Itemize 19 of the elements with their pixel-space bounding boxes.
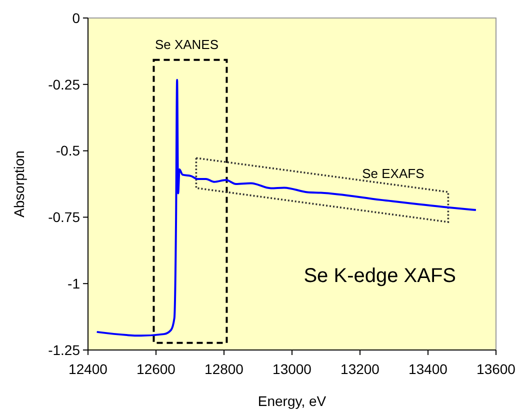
x-axis-title: Energy, eV (258, 393, 327, 409)
x-tick-label: 12600 (136, 361, 176, 377)
line-series (96, 78, 477, 337)
y-tick-label: -1.25 (48, 342, 80, 358)
x-tick-label: 13600 (476, 361, 516, 377)
y-tick-label: -0.25 (48, 76, 80, 92)
y-tick-label: -0.5 (56, 142, 80, 159)
y-tick-label: 0 (72, 10, 80, 26)
annotation: Se K-edge XAFS (304, 264, 456, 287)
y-tick-label: -0.75 (48, 209, 80, 226)
x-tick-label: 13400 (408, 361, 448, 377)
x-tick-label: 12400 (68, 361, 108, 377)
x-tick-label: 13200 (340, 361, 380, 377)
x-tick-label: 13000 (272, 361, 312, 377)
annotation: Se XANES (154, 36, 219, 52)
y-axis-title: Absorption (11, 150, 27, 218)
x-tick-label: 12800 (204, 361, 244, 377)
y-tick-label: -1 (68, 276, 80, 292)
annotation: Se EXAFS (362, 166, 425, 182)
